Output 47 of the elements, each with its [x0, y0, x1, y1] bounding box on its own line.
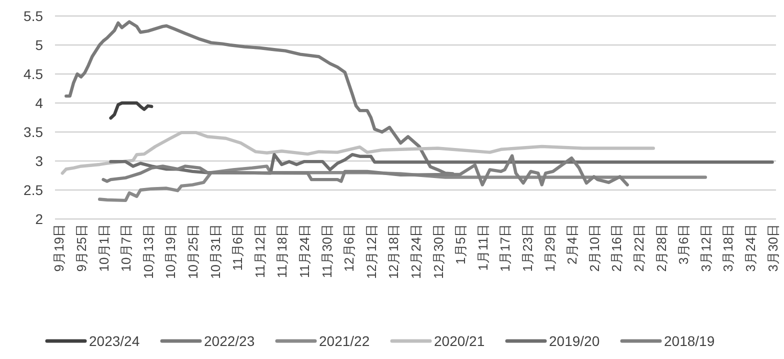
- x-tick-label: 12月12日: [364, 224, 379, 279]
- x-tick-label: 10月13日: [140, 224, 156, 279]
- x-tick-label: 1月17日: [498, 224, 513, 272]
- x-tick-label: 11月18日: [274, 224, 290, 278]
- x-tick-label: 1月11日: [475, 224, 490, 271]
- x-tick-label: 2月16日: [609, 224, 624, 272]
- x-tick-label: 1月5日: [453, 224, 468, 264]
- x-tick-label: 3月30日: [765, 224, 780, 272]
- y-tick-label: 2: [35, 211, 44, 227]
- y-tick-label: 4: [35, 95, 44, 111]
- y-tick-label: 4.5: [24, 66, 44, 82]
- x-tick-label: 11月24日: [297, 224, 312, 278]
- x-tick-label: 3月6日: [676, 224, 692, 264]
- y-tick-label: 3.5: [24, 124, 44, 140]
- x-tick-label: 2月28日: [654, 224, 669, 272]
- x-tick-label: 12月6日: [342, 224, 357, 272]
- x-tick-label: 9月25日: [74, 224, 90, 272]
- x-tick-label: 10月1日: [96, 224, 112, 272]
- y-tick-label: 2.5: [24, 182, 44, 198]
- y-tick-label: 5: [35, 37, 44, 53]
- x-tick-label: 11月30日: [319, 224, 334, 278]
- x-tick-label: 11月12日: [252, 224, 268, 278]
- x-tick-label: 10月19日: [163, 224, 178, 279]
- legend-label: 2018/19: [664, 333, 715, 349]
- y-tick-label: 5.5: [24, 8, 44, 24]
- x-tick-label: 10月7日: [118, 224, 134, 272]
- x-tick-label: 2月4日: [564, 224, 580, 264]
- legend-label: 2019/20: [549, 333, 600, 349]
- legend-label: 2023/24: [89, 333, 140, 349]
- x-tick-label: 3月12日: [698, 224, 714, 272]
- x-tick-label: 1月23日: [520, 224, 535, 272]
- x-tick-label: 10月31日: [208, 224, 223, 279]
- x-tick-label: 12月18日: [386, 224, 402, 279]
- x-tick-label: 12月24日: [408, 224, 424, 279]
- x-tick-label: 9月19日: [52, 224, 67, 272]
- x-tick-label: 12月30日: [430, 224, 446, 279]
- x-tick-label: 10月25日: [186, 224, 201, 279]
- legend-label: 2020/21: [434, 333, 485, 349]
- x-tick-label: 2月10日: [586, 224, 602, 272]
- x-tick-label: 3月18日: [720, 224, 736, 272]
- x-tick-label: 3月24日: [742, 224, 758, 272]
- legend-label: 2021/22: [319, 333, 370, 349]
- x-tick-label: 11月6日: [230, 224, 246, 271]
- x-tick-label: 1月29日: [542, 224, 558, 272]
- x-tick-label: 2月22日: [631, 224, 646, 272]
- y-tick-label: 3: [35, 153, 44, 169]
- legend-label: 2022/23: [204, 333, 255, 349]
